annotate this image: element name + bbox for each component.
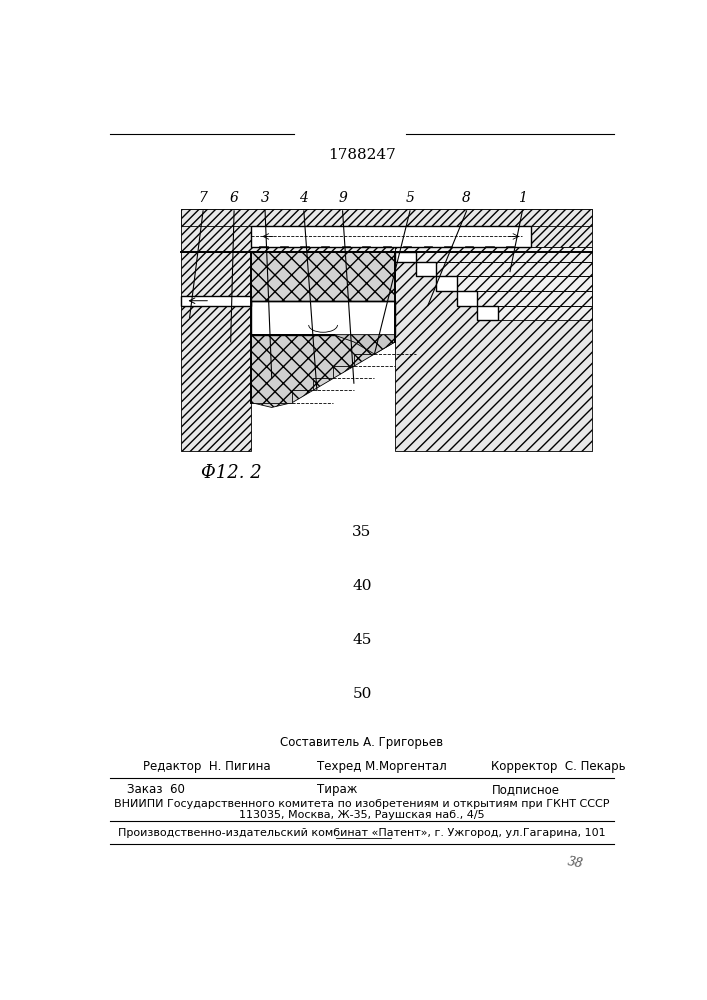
- Polygon shape: [182, 296, 251, 306]
- Text: Заказ  60: Заказ 60: [127, 783, 185, 796]
- Polygon shape: [436, 276, 457, 291]
- Text: 3: 3: [261, 191, 269, 205]
- Text: 50: 50: [352, 687, 372, 701]
- Polygon shape: [395, 252, 416, 262]
- Text: Корректор  С. Пекарь: Корректор С. Пекарь: [491, 760, 626, 773]
- Text: 8: 8: [462, 191, 471, 205]
- Polygon shape: [182, 252, 251, 451]
- Text: 9: 9: [338, 191, 347, 205]
- Polygon shape: [182, 209, 592, 252]
- Text: 113035, Москва, Ж-35, Раушская наб., 4/5: 113035, Москва, Ж-35, Раушская наб., 4/5: [239, 810, 485, 820]
- Polygon shape: [395, 247, 592, 262]
- Polygon shape: [477, 306, 592, 320]
- Polygon shape: [251, 301, 395, 335]
- Text: Производственно-издательский комбинат «Патент», г. Ужгород, ул.Гагарина, 101: Производственно-издательский комбинат «П…: [118, 828, 606, 838]
- Text: 5: 5: [406, 191, 414, 205]
- Text: Подписное: Подписное: [491, 783, 559, 796]
- Polygon shape: [251, 335, 395, 403]
- Text: 1: 1: [518, 191, 527, 205]
- Text: 40: 40: [352, 579, 372, 593]
- Polygon shape: [436, 276, 592, 291]
- Text: 6: 6: [230, 191, 238, 205]
- Text: Редактор  Н. Пигина: Редактор Н. Пигина: [143, 760, 270, 773]
- Text: 1788247: 1788247: [328, 148, 396, 162]
- Text: 35: 35: [352, 525, 372, 539]
- Polygon shape: [477, 306, 498, 320]
- Polygon shape: [395, 247, 592, 451]
- Text: Тираж: Тираж: [317, 783, 357, 796]
- Text: ВНИИПИ Государственного комитета по изобретениям и открытиям при ГКНТ СССР: ВНИИПИ Государственного комитета по изоб…: [115, 799, 609, 809]
- Text: Составитель А. Григорьев: Составитель А. Григорьев: [281, 736, 443, 749]
- Text: 45: 45: [352, 633, 372, 647]
- Polygon shape: [251, 226, 530, 247]
- Text: 4: 4: [299, 191, 308, 205]
- Polygon shape: [416, 262, 592, 276]
- Text: 38: 38: [566, 855, 584, 871]
- Text: 7: 7: [199, 191, 208, 205]
- Text: Φ12. 2: Φ12. 2: [201, 464, 262, 482]
- Polygon shape: [182, 209, 592, 226]
- Polygon shape: [251, 252, 395, 407]
- Text: Техред М.Моргентал: Техред М.Моргентал: [317, 760, 447, 773]
- Polygon shape: [416, 262, 436, 276]
- Polygon shape: [251, 335, 395, 354]
- Polygon shape: [457, 291, 477, 306]
- Polygon shape: [457, 291, 592, 306]
